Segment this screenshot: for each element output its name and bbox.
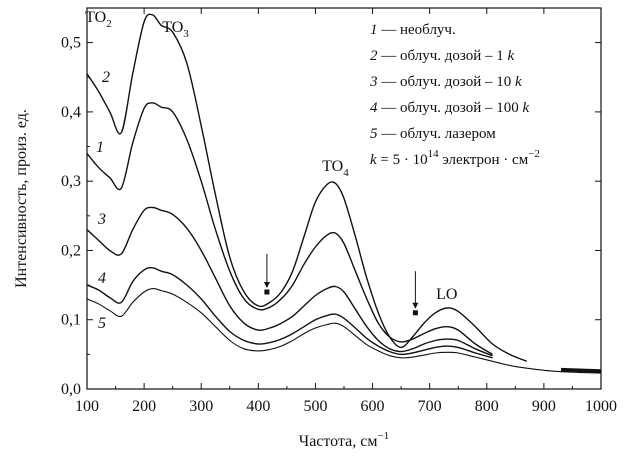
x-tick-label: 400 [246,398,270,415]
legend-entry-4: 4 — облуч. дозой – 100 k [370,100,530,116]
series-line-1 [86,102,493,355]
x-tick-label: 100 [75,398,99,415]
marker-arrow-head [412,302,419,309]
legend-entry-2: 2 — облуч. дозой – 1 k [370,48,515,64]
x-tick-label: 1000 [585,398,617,415]
x-tick-label: 300 [189,398,213,415]
y-tick-label: 0,2 [61,242,81,259]
series-line-5 [86,288,602,374]
series-label-5: 5 [98,315,106,332]
legend-formula: k = 5 · 1014 электрон · см−2 [370,148,540,168]
series-label-4: 4 [98,270,106,287]
y-tick-label: 0,4 [61,104,81,121]
legend-entry-1: 1 — необлуч. [370,22,456,38]
y-tick-label: 0,0 [61,381,81,398]
series-line-3 [86,206,493,357]
peak-label-to3: TO3 [162,19,189,40]
legend-entry-3: 3 — облуч. дозой – 10 k [369,74,522,90]
x-tick-label: 600 [361,398,385,415]
y-axis-title: Интенсивность, произ. ед. [13,109,30,288]
series-layer: 1 2 3 4 5 [86,13,602,374]
x-tick-label: 800 [475,398,499,415]
noise-tail [560,367,602,373]
y-tick-label: 0,3 [61,173,81,190]
series-label-2: 2 [102,69,110,86]
x-tick-label: 700 [418,398,442,415]
x-axis-title: Частота, см−1 [299,430,389,450]
y-tick-label: 0,1 [61,312,81,329]
x-tick-label: 200 [132,398,156,415]
series-label-3: 3 [97,211,106,228]
legend: 1 — необлуч. 2 — облуч. дозой – 1 k 3 — об… [369,22,540,168]
series-label-1: 1 [96,139,104,156]
marker-square [264,289,270,295]
marker-arrow-head [263,282,270,289]
peak-label-to2: TO2 [85,9,112,30]
legend-entry-5: 5 — облуч. лазером [370,126,496,142]
peak-label-lo: LO [436,286,457,303]
series-line-2 [86,13,528,362]
y-tick-label: 0,5 [61,35,81,52]
series-line-4 [86,266,493,359]
axes: 100 200 300 400 500 600 700 800 900 1000 0,0 0,1 0,2… [13,7,617,450]
marker-square [412,310,418,316]
x-tick-label: 900 [532,398,556,415]
x-tick-label: 500 [303,398,327,415]
annotation-layer: TO2 TO3 TO4 LO [85,9,457,316]
peak-label-to4: TO4 [322,158,349,179]
